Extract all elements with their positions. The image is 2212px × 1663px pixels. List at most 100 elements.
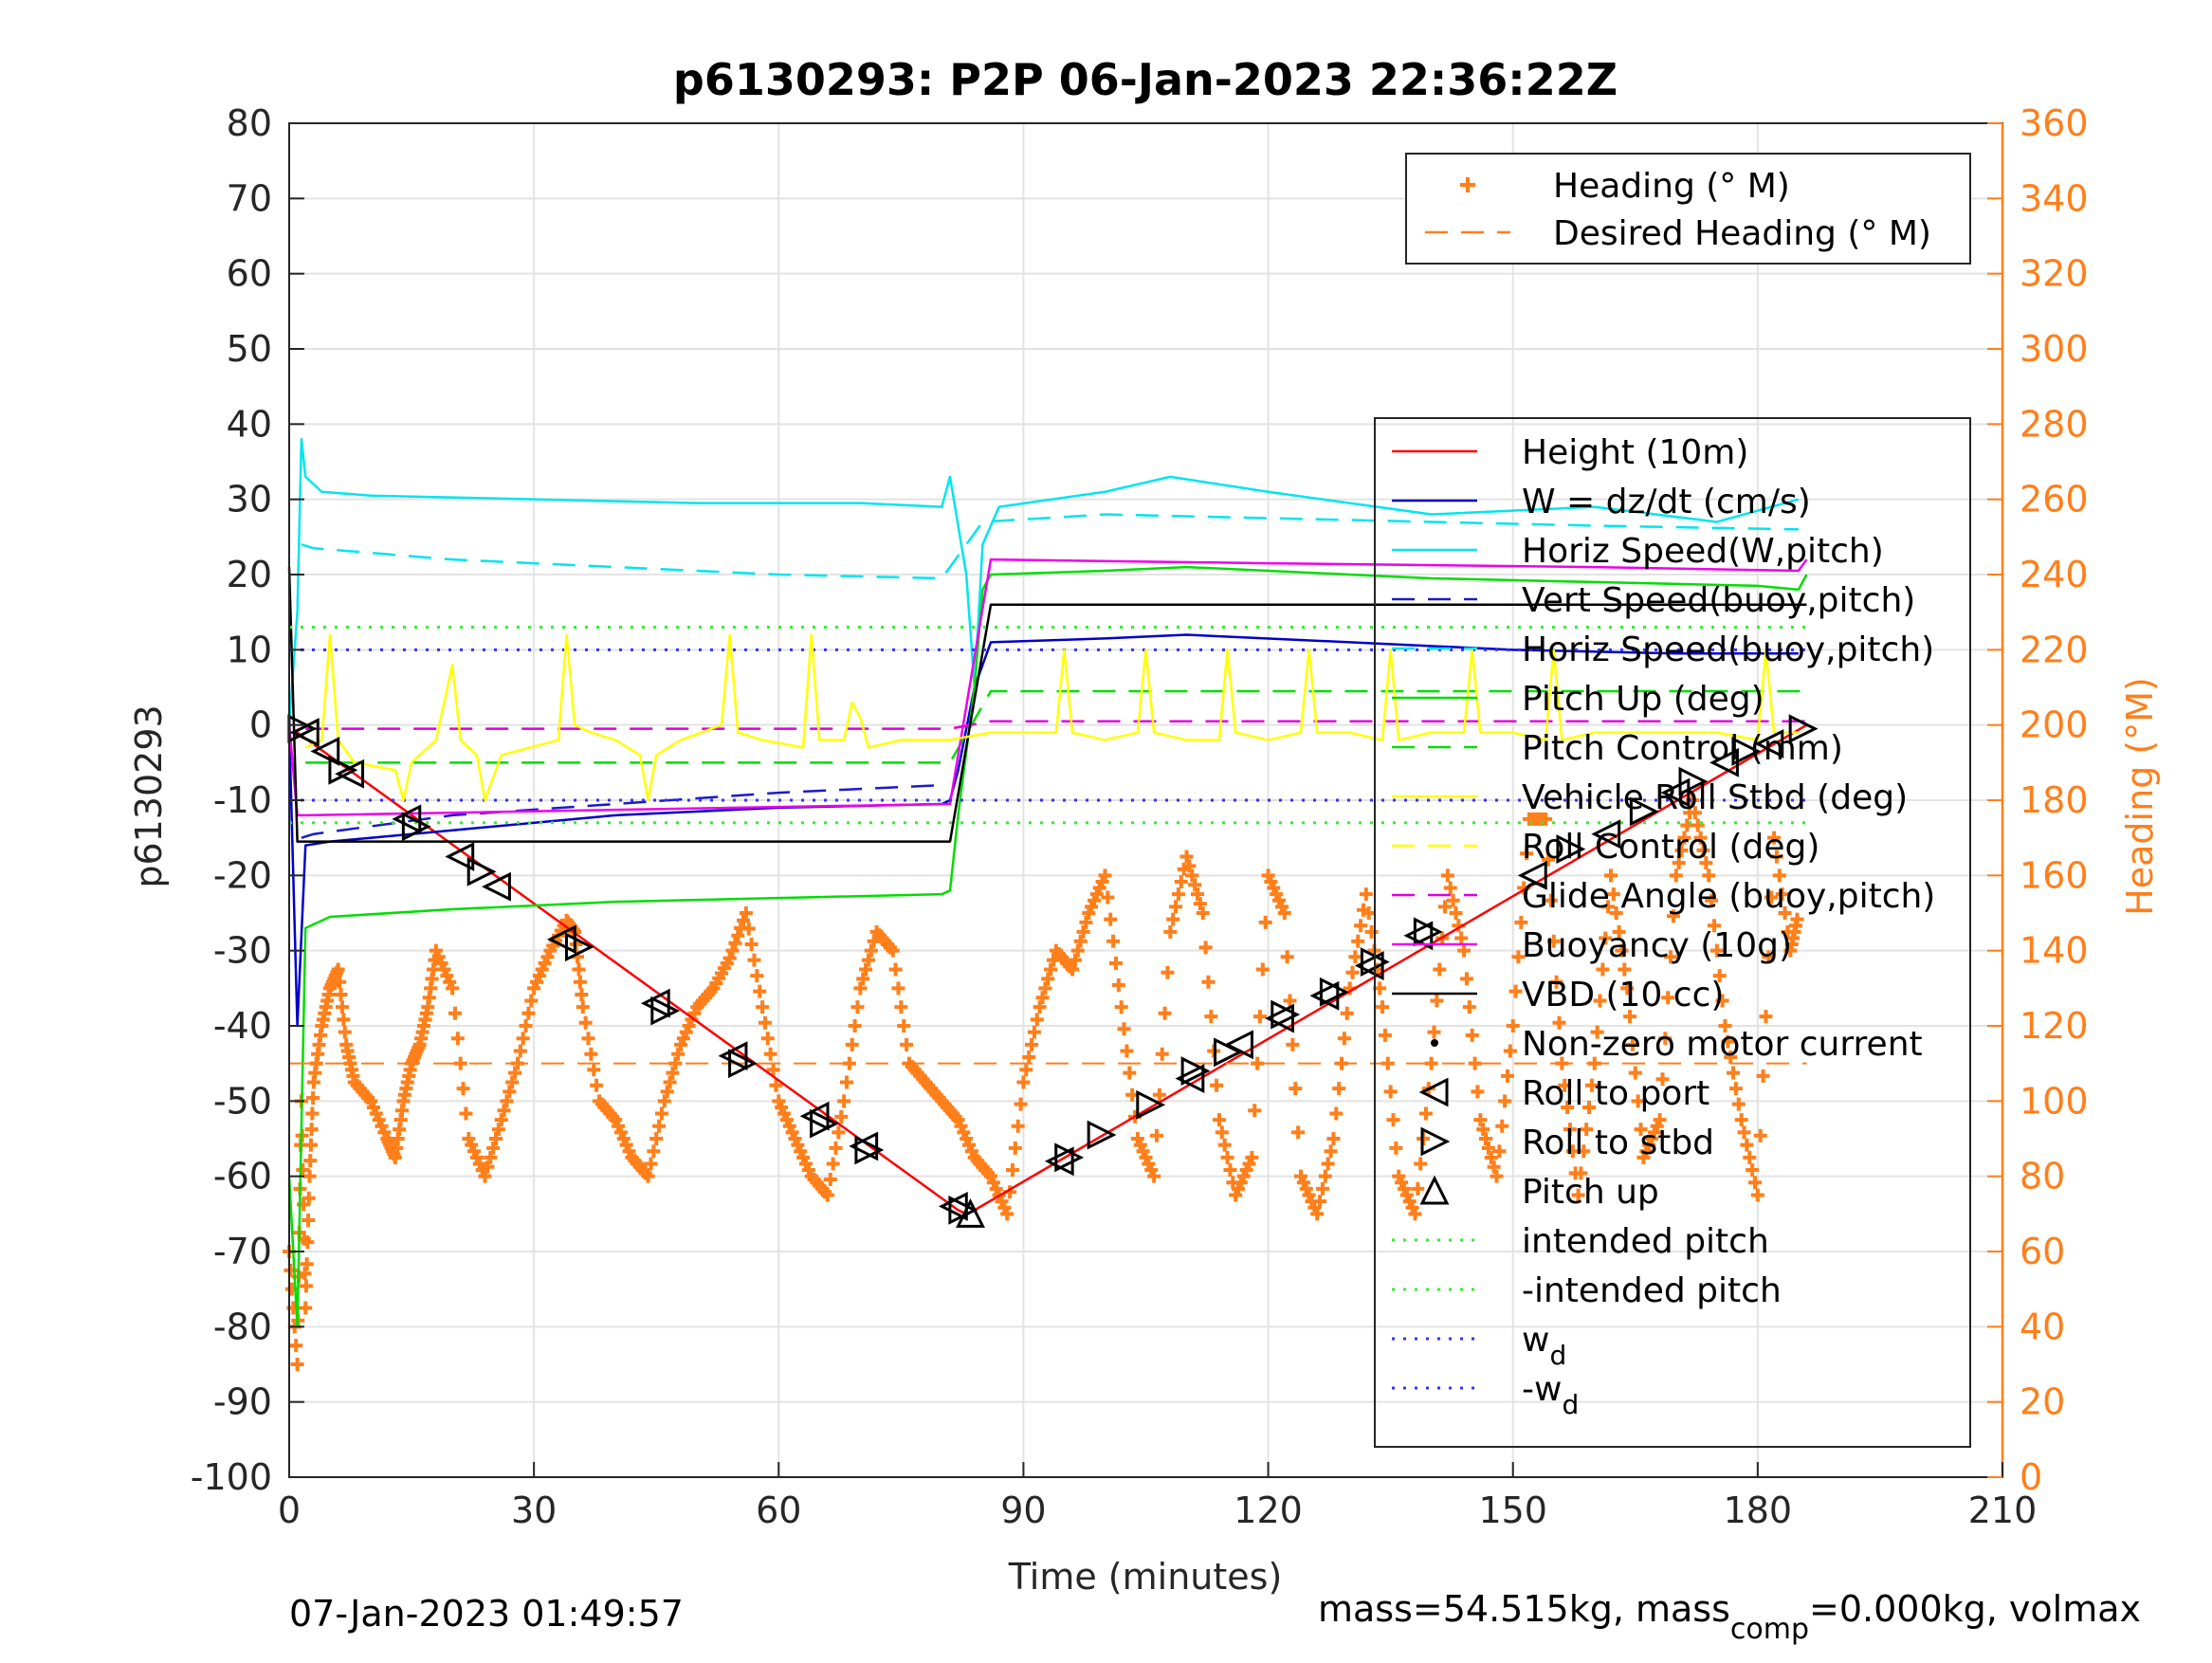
y-tick-label: -70 [213, 1231, 272, 1272]
legend-main-label: Glide Angle (buoy,pitch) [1522, 877, 1935, 916]
y-tick-label: 20 [227, 554, 272, 595]
marker-roll-to-port [849, 1131, 879, 1161]
legend-main-label-text: W = dz/dt (cm/s) [1522, 483, 1811, 521]
marker-roll-to-stbd [1271, 999, 1301, 1030]
y-tick-label: -90 [213, 1381, 272, 1423]
legend-main-sample [1431, 1039, 1438, 1047]
chart-title: p6130293: P2P 06-Jan-2023 22:36:22Z [673, 54, 1618, 105]
legend-main-label: Buoyancy (10g) [1522, 926, 1792, 965]
y-right-tick-label: 140 [2020, 930, 2089, 972]
legend-heading-box [1405, 153, 1971, 265]
legend-main-label: Roll Control (deg) [1522, 828, 1819, 867]
marker-roll-to-port [1517, 860, 1547, 890]
y-right-tick-label: 40 [2020, 1306, 2065, 1347]
y-tick-label: -20 [213, 854, 272, 896]
series-pitch-up-deg [287, 565, 1808, 1328]
legend-main-label-text: Roll Control (deg) [1522, 828, 1819, 867]
y-tick-label: 30 [227, 479, 272, 521]
y-tick-label: 10 [227, 629, 272, 670]
marker-roll-to-port [1175, 1064, 1205, 1093]
axes: 0 30 60 90 120 150 180 210-100-90-80-70-60-50-4… [191, 102, 2089, 1531]
marker-roll-to-stbd [1054, 1142, 1085, 1173]
legend-main-label-text: Horiz Speed(buoy,pitch) [1522, 630, 1934, 669]
legend-main-label-text: Pitch Up (deg) [1522, 680, 1764, 719]
marker-roll-to-port [289, 718, 320, 748]
x-tick-label: 120 [1234, 1489, 1303, 1531]
y-tick-label: 80 [227, 102, 272, 144]
x-tick-label: 60 [756, 1489, 801, 1531]
y-tick-label: -80 [213, 1306, 272, 1347]
legend-main-label-text: w [1522, 1321, 1549, 1360]
x-tick-label: 90 [1000, 1489, 1046, 1531]
series-horiz-speed-buoy-pitch [301, 513, 1799, 580]
y-tick-label: -100 [191, 1456, 272, 1498]
legend-main-label: -wd [1522, 1370, 1579, 1420]
legend-main-label: intended pitch [1522, 1222, 1769, 1261]
y-tick-label: -50 [213, 1080, 272, 1122]
marker-roll-to-port [1660, 777, 1691, 808]
y-right-tick-label: 80 [2020, 1156, 2065, 1197]
legend-main-label: Pitch Control (mm) [1522, 729, 1843, 768]
y-tick-label: 40 [227, 403, 272, 445]
legend-main-label-sub: d [1562, 1389, 1579, 1420]
x-tick-label: 210 [1968, 1489, 2038, 1531]
marker-roll-to-port [1754, 729, 1784, 758]
legend-main-label: Vert Speed(buoy,pitch) [1522, 581, 1915, 620]
y-right-tick-label: 120 [2020, 1005, 2089, 1047]
footer-timestamp: 07-Jan-2023 01:49:57 [289, 1593, 684, 1635]
marker-roll-to-port [445, 842, 475, 871]
marker-roll-to-stbd [728, 1049, 758, 1079]
y-right-tick-label: 160 [2020, 854, 2089, 896]
y-right-tick-label: 100 [2020, 1080, 2089, 1122]
marker-roll-to-stbd [1556, 834, 1586, 864]
legend-main-sample [1418, 1077, 1449, 1107]
legend-main-label: Horiz Speed(W,pitch) [1522, 532, 1884, 571]
legend-main-label-text: Pitch up [1522, 1173, 1659, 1212]
y-right-tick-label: 20 [2020, 1381, 2065, 1423]
y-tick-label: -40 [213, 1005, 272, 1047]
legend-main-label-text: Non-zero motor current [1522, 1025, 1923, 1064]
series-vbd-10-cc [287, 567, 1807, 843]
marker-roll-to-stbd [810, 1108, 839, 1139]
marker-roll-to-stbd [1319, 977, 1349, 1007]
marker-roll-to-stbd [1678, 766, 1709, 796]
marker-roll-to-stbd [1214, 1037, 1243, 1068]
x-tick-label: 150 [1478, 1489, 1547, 1531]
y-right-tick-label: 240 [2020, 554, 2089, 595]
legend-main-label: -intended pitch [1522, 1271, 1782, 1310]
legend-main-label-text: Roll to stbd [1522, 1124, 1714, 1162]
legend-main-label-text: Horiz Speed(W,pitch) [1522, 532, 1884, 571]
marker-roll-to-stbd [564, 932, 594, 962]
marker-roll-to-stbd [1788, 714, 1819, 744]
legend-main-label: Vehicle Roll Stbd (deg) [1522, 778, 1908, 817]
y-right-tick-label: 360 [2020, 102, 2089, 144]
legend-main-label-text: intended pitch [1522, 1222, 1769, 1261]
x-tick-label: 30 [511, 1489, 557, 1531]
marker-roll-to-stbd [466, 856, 497, 886]
footer-mass-sub: comp [1730, 1613, 1809, 1646]
marker-roll-to-port [1354, 951, 1384, 980]
y-right-tick-label: 180 [2020, 779, 2089, 821]
marker-roll-to-port [718, 1041, 748, 1071]
marker-pitch-up [956, 1197, 985, 1228]
y-axis-right-label: Heading (°M) [2119, 677, 2161, 916]
series-vert-speed-buoy-pitch [301, 783, 942, 839]
marker-roll-to-stbd [1413, 917, 1443, 947]
marker-roll-to-port [1265, 1003, 1294, 1033]
y-tick-label: 50 [227, 328, 272, 370]
footer-mass-text: mass=54.515kg, mass [1318, 1588, 1730, 1630]
legend-main-label: Roll to stbd [1522, 1124, 1714, 1162]
legend-main-label: VBD (10 cc) [1522, 976, 1724, 1014]
footer-mass-tail: =0.000kg, volmax [1809, 1588, 2141, 1630]
legend-main-sample [1420, 1126, 1451, 1157]
y-right-tick-label: 300 [2020, 328, 2089, 370]
legend-heading-sample [1460, 177, 1475, 192]
legend-main-label: Height (10m) [1522, 433, 1748, 472]
marker-roll-to-stbd [1136, 1089, 1166, 1120]
y-right-tick-label: 280 [2020, 403, 2089, 445]
series-buoyancy-10g [287, 557, 1808, 817]
y-right-tick-label: 260 [2020, 479, 2089, 521]
marker-roll-to-stbd [1087, 1120, 1117, 1150]
